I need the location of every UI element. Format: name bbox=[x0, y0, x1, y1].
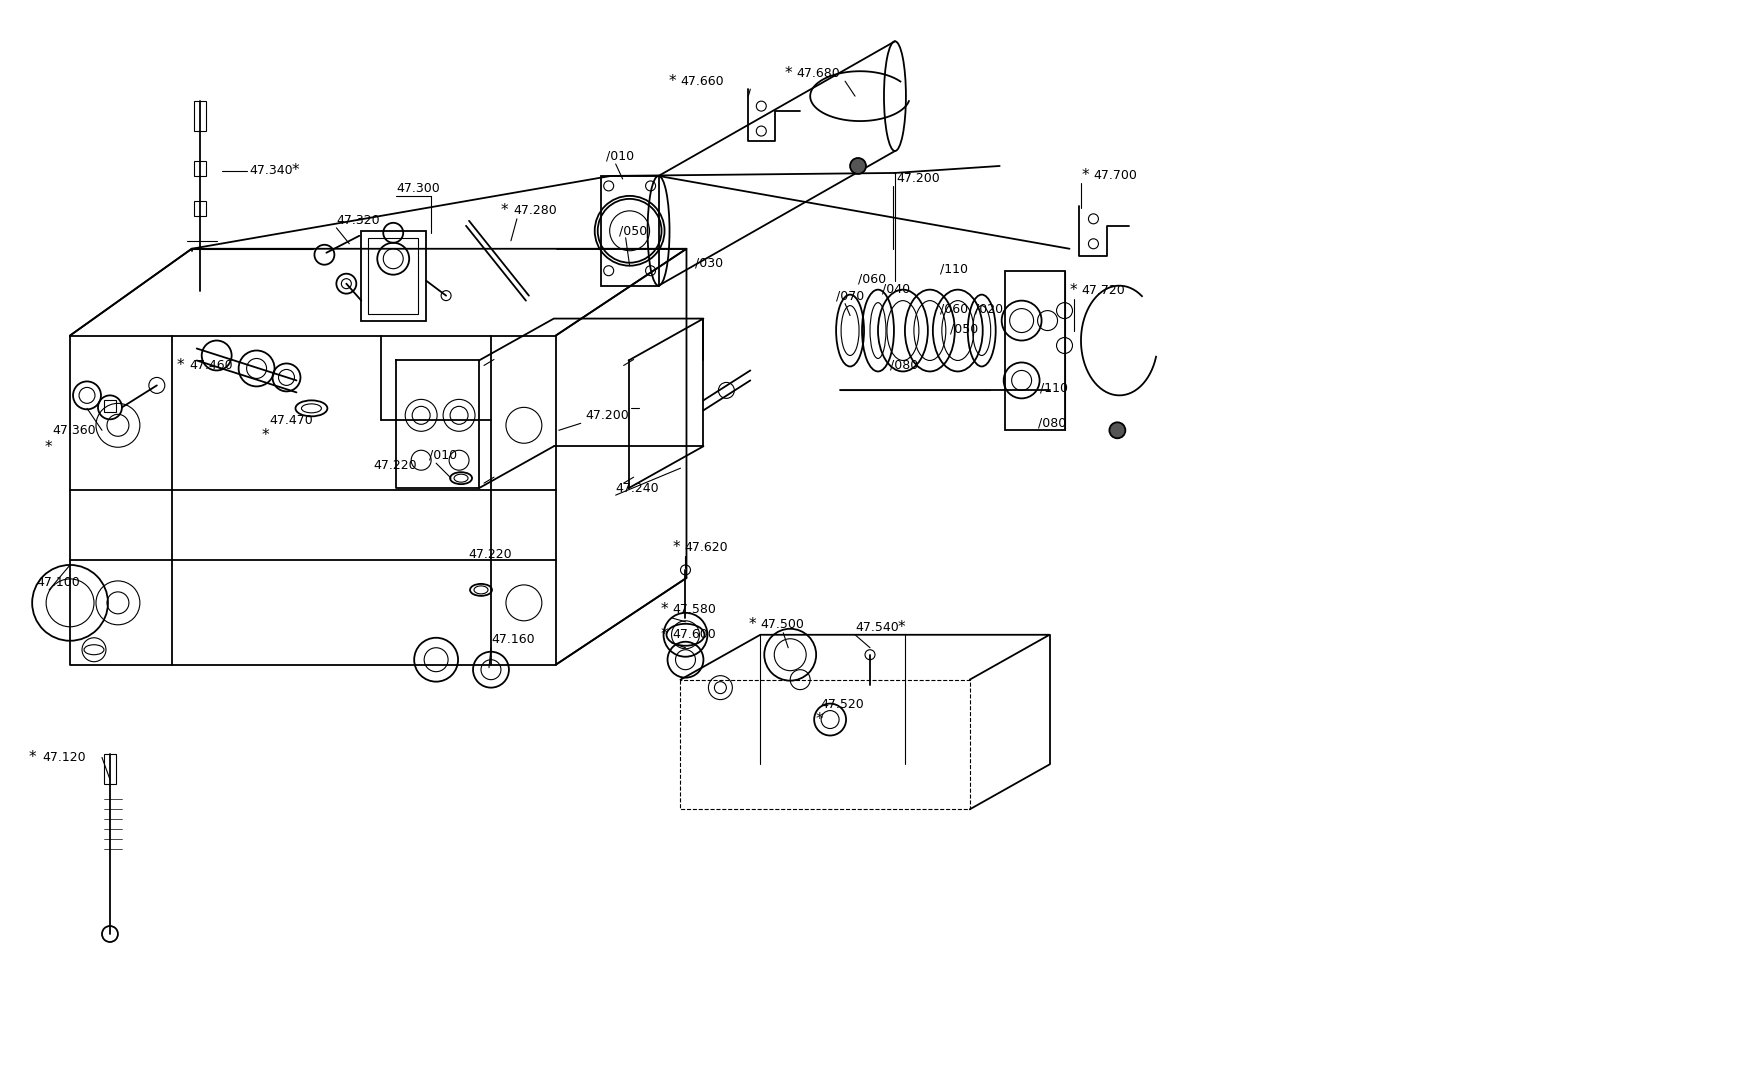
Text: 47.470: 47.470 bbox=[270, 414, 313, 427]
Text: 47.540: 47.540 bbox=[856, 621, 900, 634]
Bar bbox=[103, 754, 116, 785]
Text: 47.200: 47.200 bbox=[586, 409, 630, 422]
Text: 47.580: 47.580 bbox=[672, 604, 716, 616]
Text: 47.240: 47.240 bbox=[616, 482, 660, 495]
Text: *: * bbox=[28, 750, 35, 765]
Text: *: * bbox=[177, 358, 184, 373]
Circle shape bbox=[850, 158, 866, 174]
Text: /060: /060 bbox=[940, 302, 968, 315]
Text: *: * bbox=[668, 74, 676, 88]
Text: 47.200: 47.200 bbox=[896, 172, 940, 185]
Text: 47.700: 47.700 bbox=[1094, 169, 1138, 182]
Text: *: * bbox=[1082, 169, 1088, 183]
Text: *: * bbox=[1069, 283, 1078, 299]
Text: /050: /050 bbox=[950, 322, 978, 335]
Bar bbox=[368, 238, 418, 314]
Bar bbox=[103, 400, 116, 412]
Text: 47.500: 47.500 bbox=[760, 618, 805, 631]
Bar bbox=[194, 101, 206, 131]
Text: 47.520: 47.520 bbox=[821, 698, 864, 711]
Text: 47.680: 47.680 bbox=[796, 66, 840, 80]
Text: 47.280: 47.280 bbox=[513, 204, 556, 217]
Text: *: * bbox=[500, 204, 509, 218]
Text: /080: /080 bbox=[891, 359, 919, 372]
Text: /070: /070 bbox=[836, 289, 864, 302]
Text: /040: /040 bbox=[882, 282, 910, 295]
Bar bbox=[194, 201, 206, 216]
Text: 47.660: 47.660 bbox=[681, 75, 724, 87]
Text: 47.220: 47.220 bbox=[467, 548, 511, 561]
Text: *: * bbox=[816, 712, 822, 727]
Text: /050: /050 bbox=[620, 225, 648, 238]
Text: 47.620: 47.620 bbox=[684, 542, 728, 555]
Text: 47.360: 47.360 bbox=[52, 424, 96, 437]
Bar bbox=[360, 231, 427, 320]
Text: *: * bbox=[292, 164, 299, 179]
Text: /110: /110 bbox=[940, 263, 968, 275]
Text: 47.720: 47.720 bbox=[1082, 284, 1125, 298]
Text: /110: /110 bbox=[1040, 382, 1068, 395]
Text: *: * bbox=[672, 541, 681, 556]
Text: 47.220: 47.220 bbox=[373, 459, 416, 472]
Text: 47.320: 47.320 bbox=[336, 215, 380, 228]
Text: *: * bbox=[749, 617, 756, 632]
Text: 47.600: 47.600 bbox=[672, 628, 716, 641]
Bar bbox=[194, 161, 206, 175]
Circle shape bbox=[1110, 422, 1125, 438]
Text: 47.300: 47.300 bbox=[396, 182, 439, 195]
Text: *: * bbox=[784, 65, 791, 81]
Text: 47.120: 47.120 bbox=[42, 751, 86, 764]
Text: /030: /030 bbox=[695, 256, 723, 269]
Text: *: * bbox=[660, 627, 668, 642]
Bar bbox=[1004, 270, 1064, 431]
Text: /010: /010 bbox=[429, 449, 457, 462]
Text: *: * bbox=[898, 620, 905, 635]
Text: *: * bbox=[261, 427, 270, 443]
Text: 47.100: 47.100 bbox=[37, 577, 80, 590]
Text: /060: /060 bbox=[858, 272, 886, 286]
Text: /020: /020 bbox=[975, 302, 1003, 315]
Text: 47.340: 47.340 bbox=[250, 165, 294, 178]
Bar bbox=[600, 175, 658, 286]
Text: *: * bbox=[660, 603, 668, 617]
Text: 47.160: 47.160 bbox=[492, 633, 534, 646]
Text: /080: /080 bbox=[1038, 416, 1066, 429]
Text: *: * bbox=[44, 439, 52, 455]
Text: 47.460: 47.460 bbox=[189, 359, 233, 372]
Text: /010: /010 bbox=[606, 149, 634, 162]
